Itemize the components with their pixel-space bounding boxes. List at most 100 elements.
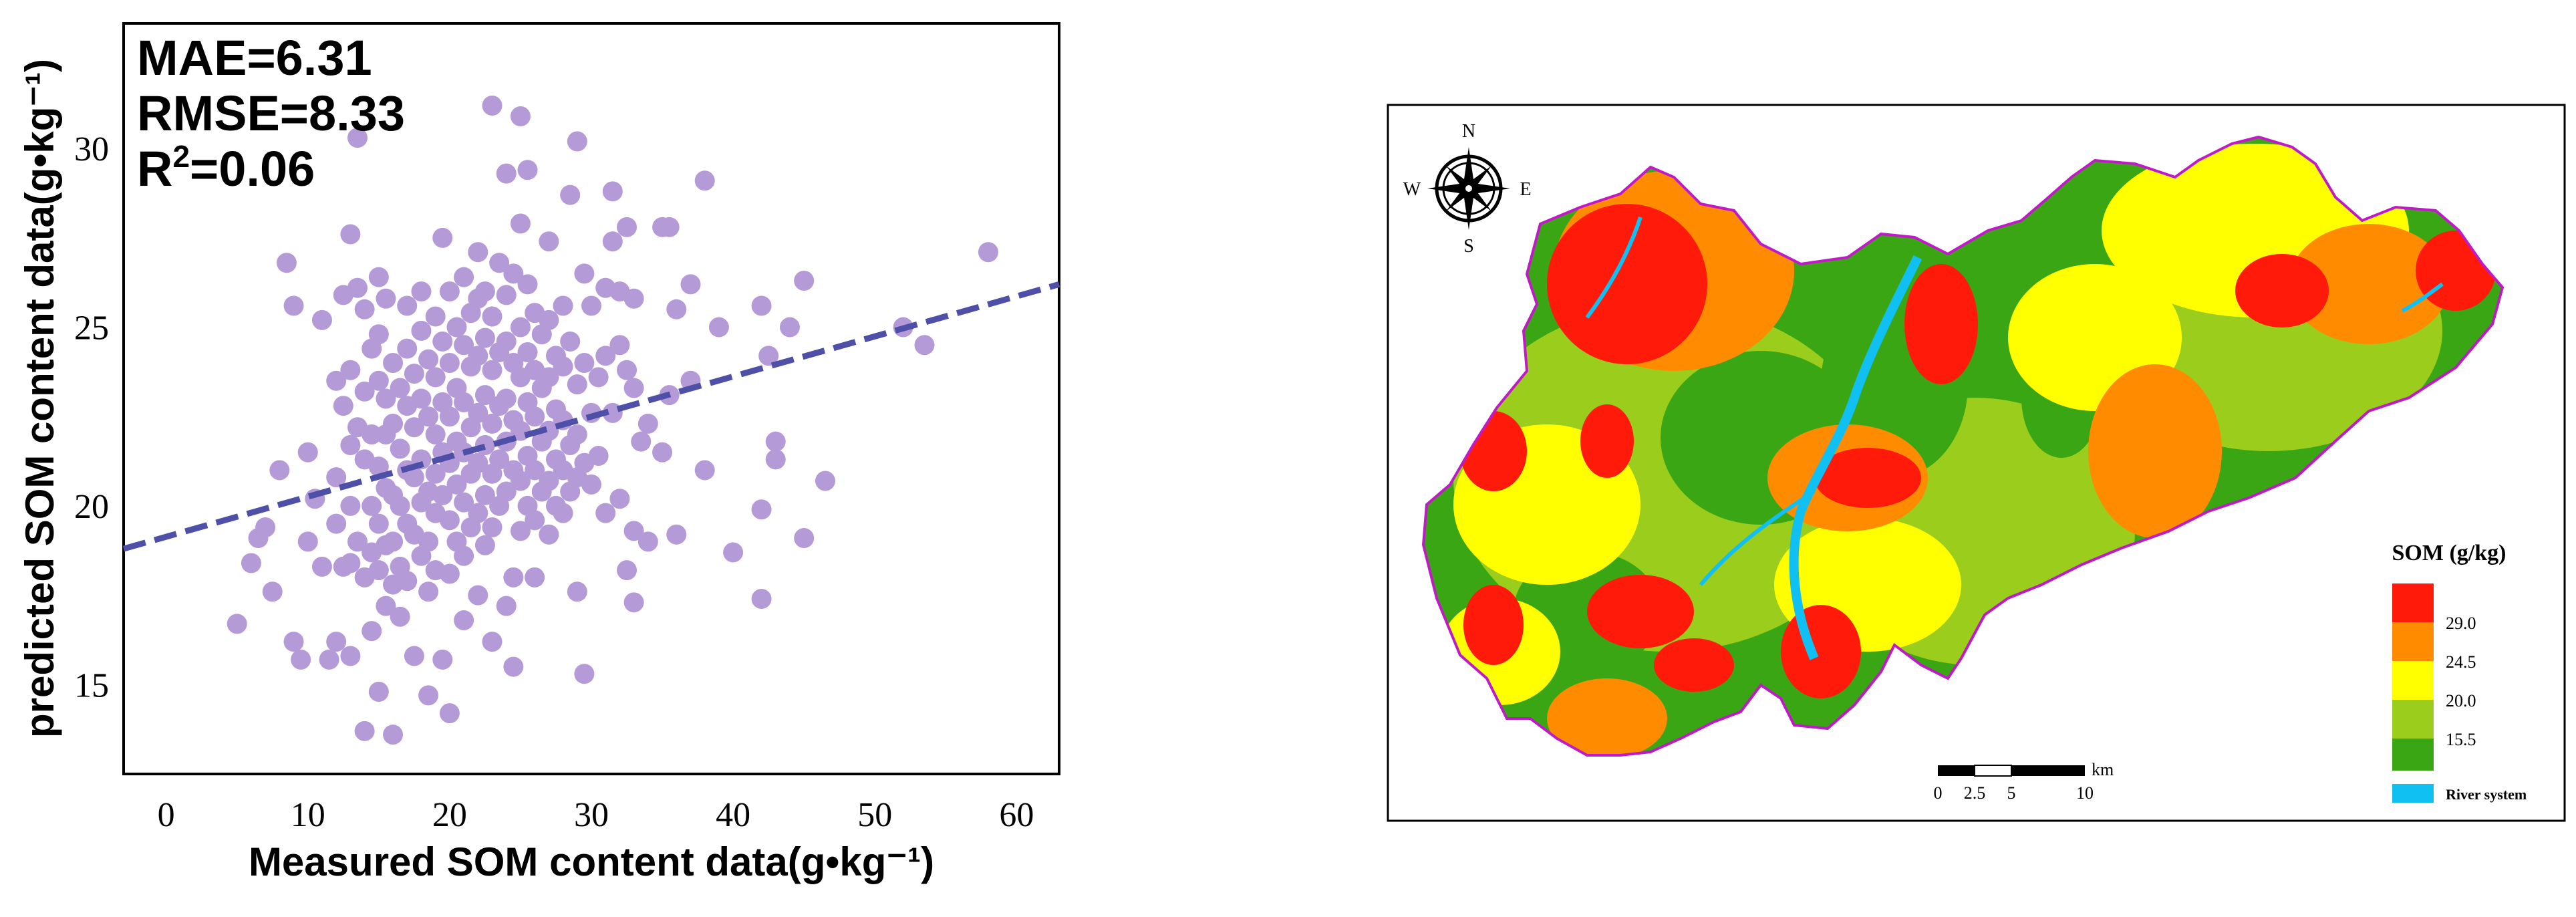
legend-title: SOM (g/kg) — [2392, 541, 2507, 565]
data-point-116 — [454, 392, 474, 412]
x-tick-40: 40 — [716, 796, 750, 834]
data-point-72 — [397, 571, 418, 592]
legend-label-15-5: 15.5 — [2446, 730, 2476, 749]
data-point-23 — [340, 224, 361, 245]
data-point-255 — [765, 431, 786, 452]
legend-label-29: 29.0 — [2446, 614, 2476, 633]
data-point-104 — [439, 406, 460, 427]
data-point-84 — [418, 349, 439, 370]
data-point-238 — [637, 531, 658, 552]
data-point-135 — [474, 385, 495, 406]
data-point-77 — [404, 646, 424, 666]
data-point-57 — [383, 413, 404, 434]
data-point-0 — [227, 614, 247, 634]
data-point-15 — [319, 649, 339, 670]
data-point-44 — [368, 324, 389, 345]
data-point-46 — [368, 456, 389, 477]
data-point-42 — [362, 621, 382, 642]
data-point-115 — [454, 335, 474, 356]
data-point-203 — [560, 331, 581, 352]
data-point-75 — [404, 467, 424, 488]
data-point-79 — [411, 320, 432, 341]
data-point-210 — [567, 581, 587, 602]
trend-line — [122, 281, 1060, 552]
x-tick-20: 20 — [432, 796, 467, 834]
data-point-234 — [623, 521, 644, 541]
data-point-260 — [815, 471, 835, 491]
compass-n: N — [1462, 121, 1475, 142]
data-point-207 — [567, 374, 587, 395]
data-point-151 — [496, 163, 517, 184]
scale-tick-5: 5 — [2007, 783, 2016, 803]
data-point-231 — [617, 560, 637, 581]
data-point-29 — [347, 128, 368, 148]
data-point-222 — [595, 503, 616, 523]
data-point-119 — [454, 545, 474, 566]
scatter-points — [227, 95, 998, 745]
data-point-240 — [652, 442, 673, 463]
data-point-163 — [503, 656, 524, 677]
data-point-132 — [468, 585, 488, 606]
data-point-172 — [517, 274, 538, 295]
data-point-5 — [269, 460, 290, 481]
data-point-48 — [368, 560, 389, 581]
data-point-107 — [439, 563, 460, 584]
data-point-7 — [283, 295, 304, 316]
data-point-47 — [368, 513, 389, 534]
data-point-101 — [432, 649, 453, 670]
scale-tick-2-5: 2.5 — [1964, 783, 1986, 803]
data-point-236 — [631, 431, 652, 452]
data-point-32 — [347, 531, 368, 552]
data-point-157 — [496, 596, 517, 616]
data-point-257 — [779, 317, 800, 338]
scale-tick-0: 0 — [1934, 783, 1943, 803]
data-point-37 — [354, 720, 375, 741]
r2-superscript: 2 — [172, 139, 190, 174]
data-point-39 — [362, 424, 382, 444]
y-tick-15: 15 — [74, 666, 109, 704]
data-point-89 — [418, 685, 439, 706]
legend-swatch-29 — [2392, 583, 2434, 622]
data-point-221 — [595, 346, 616, 366]
data-point-93 — [425, 463, 446, 484]
data-point-114 — [454, 267, 474, 287]
x-tick-50: 50 — [857, 796, 892, 834]
data-point-219 — [588, 446, 609, 467]
data-point-19 — [326, 632, 347, 652]
data-point-140 — [482, 306, 503, 327]
data-point-182 — [525, 567, 545, 587]
rmse-text: RMSE=8.33 — [137, 86, 405, 141]
data-point-173 — [517, 342, 538, 362]
data-point-55 — [376, 596, 396, 616]
data-point-63 — [390, 438, 410, 459]
data-point-166 — [510, 317, 531, 338]
som-map-panel: N S W E SOM (g/kg) 29.0 24.5 20.0 15.5 R… — [1387, 104, 2566, 822]
data-point-28 — [340, 646, 361, 666]
data-point-133 — [474, 281, 495, 302]
data-point-235 — [623, 592, 644, 613]
data-point-247 — [694, 170, 715, 191]
data-point-243 — [666, 299, 687, 319]
y-tick-30: 30 — [74, 130, 109, 168]
data-point-49 — [368, 682, 389, 702]
data-point-112 — [446, 474, 467, 495]
data-point-108 — [439, 703, 460, 724]
data-point-251 — [751, 295, 772, 316]
data-point-162 — [503, 567, 524, 587]
data-point-214 — [574, 664, 595, 684]
data-point-62 — [390, 378, 410, 398]
data-point-45 — [368, 370, 389, 391]
r2-text: R2=0.06 — [137, 139, 315, 196]
data-point-8 — [283, 632, 304, 652]
y-tick-20: 20 — [74, 488, 109, 526]
data-point-33 — [354, 299, 375, 319]
data-point-80 — [411, 388, 432, 409]
scale-tick-10: 10 — [2076, 783, 2094, 803]
data-point-14 — [311, 556, 332, 577]
y-tick-25: 25 — [74, 309, 109, 348]
mae-text: MAE=6.31 — [137, 30, 372, 86]
x-tick-60: 60 — [999, 796, 1034, 834]
data-point-142 — [482, 413, 503, 434]
data-point-212 — [574, 353, 595, 374]
data-point-109 — [446, 317, 467, 338]
